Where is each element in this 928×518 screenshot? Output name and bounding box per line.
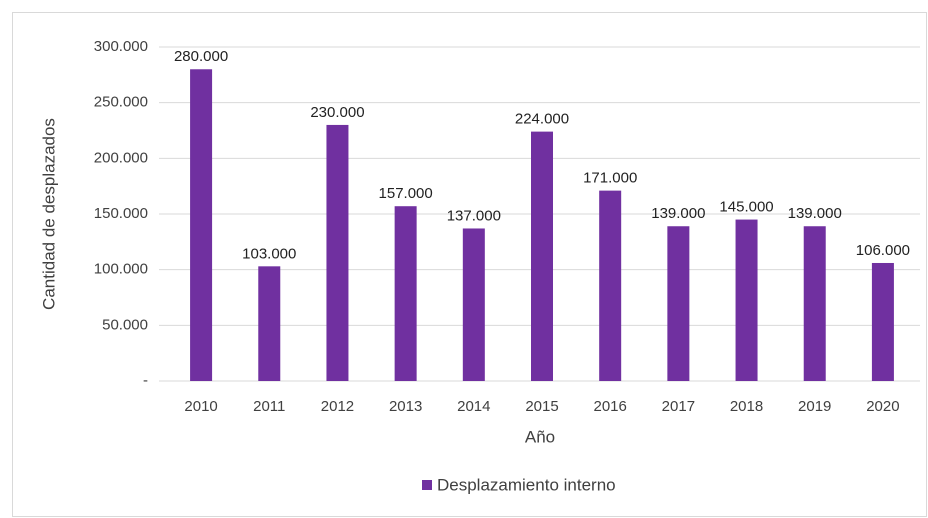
bar <box>667 226 690 381</box>
bar <box>871 262 894 381</box>
legend-label: Desplazamiento interno <box>437 475 616 494</box>
y-tick-label: 250.000 <box>94 94 148 111</box>
x-tick-label: 2020 <box>866 398 899 415</box>
y-tick-label: 50.000 <box>102 316 148 333</box>
bar <box>326 124 349 381</box>
y-tick-label: 300.000 <box>94 38 148 55</box>
data-label: 139.000 <box>651 205 705 222</box>
bar <box>190 69 213 382</box>
x-tick-label: 2012 <box>321 398 354 415</box>
x-tick-label: 2010 <box>184 398 217 415</box>
bar <box>531 131 553 381</box>
bar <box>735 219 758 381</box>
bar <box>803 226 826 381</box>
bar <box>462 228 485 381</box>
y-axis-title: Cantidad de desplazados <box>39 118 58 310</box>
legend-swatch <box>422 480 432 490</box>
data-label: 171.000 <box>583 170 637 187</box>
x-tick-label: 2019 <box>798 398 831 415</box>
bar <box>394 206 417 381</box>
bar <box>258 266 281 381</box>
bar <box>599 190 622 381</box>
data-label: 224.000 <box>515 111 569 128</box>
x-tick-label: 2013 <box>389 398 422 415</box>
x-tick-label: 2015 <box>525 398 558 415</box>
data-label: 137.000 <box>447 207 501 224</box>
data-label: 280.000 <box>174 48 228 65</box>
x-tick-label: 2011 <box>253 398 285 415</box>
data-label: 157.000 <box>379 185 433 202</box>
data-label: 103.000 <box>242 245 296 262</box>
data-label: 145.000 <box>719 199 773 216</box>
x-axis-title: Año <box>525 427 555 446</box>
chart-frame <box>12 12 927 517</box>
y-tick-label: 150.000 <box>94 205 148 222</box>
data-label: 106.000 <box>856 242 910 259</box>
x-tick-label: 2014 <box>457 398 490 415</box>
x-tick-label: 2017 <box>662 398 695 415</box>
x-tick-label: 2016 <box>593 398 626 415</box>
y-tick-label: 100.000 <box>94 261 148 278</box>
data-label: 139.000 <box>788 205 842 222</box>
data-label: 230.000 <box>310 104 364 121</box>
y-tick-label: 200.000 <box>94 149 148 166</box>
y-tick-label: - <box>143 372 148 389</box>
x-tick-label: 2018 <box>730 398 763 415</box>
